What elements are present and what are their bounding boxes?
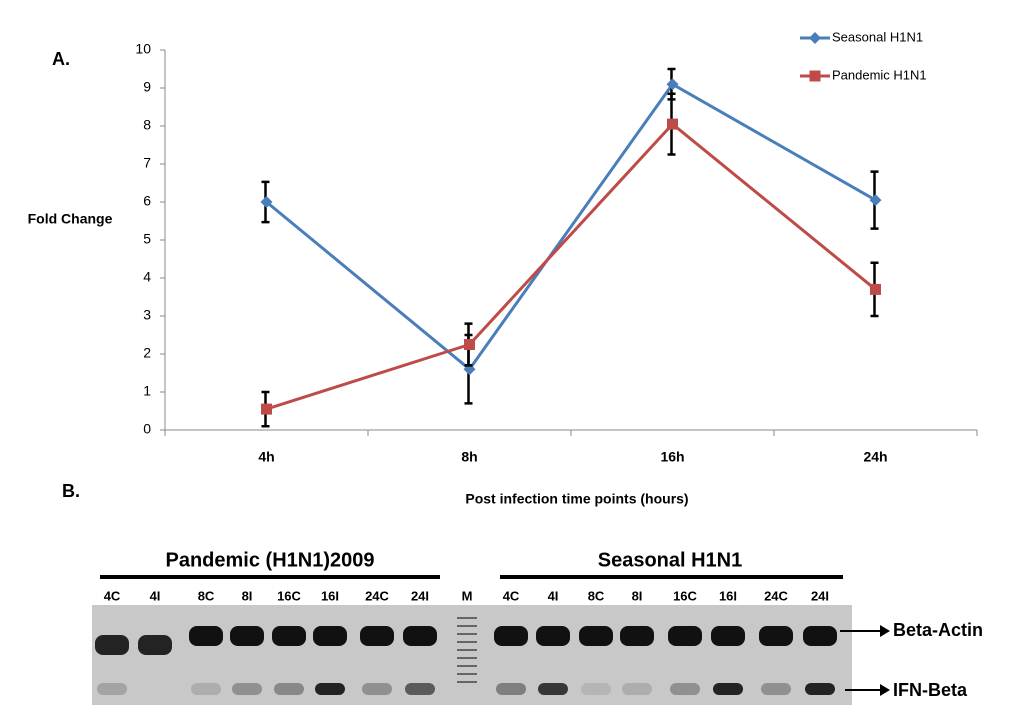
legend-label: Seasonal H1N1 <box>832 29 923 44</box>
lane-label: 24C <box>365 588 389 603</box>
lane-label: 24C <box>764 588 788 603</box>
lane-label: 16I <box>719 588 737 603</box>
arrow-head <box>880 625 890 637</box>
y-axis-label: Fold Change <box>28 211 113 227</box>
gel-band <box>711 626 745 646</box>
lane-label: 8I <box>632 588 643 603</box>
gel-band <box>581 683 611 695</box>
gel-band <box>670 683 700 695</box>
x-tick-label: 8h <box>461 449 477 465</box>
gel-band <box>274 683 304 695</box>
y-tick-label: 8 <box>143 117 151 133</box>
y-tick-label: 4 <box>143 269 151 285</box>
y-tick-label: 7 <box>143 155 151 171</box>
y-tick-label: 0 <box>143 421 151 437</box>
lane-label: 8I <box>242 588 253 603</box>
lane-label: 4I <box>548 588 559 603</box>
gel-band <box>496 683 526 695</box>
group-bar <box>500 575 843 579</box>
marker <box>260 196 273 208</box>
gel-band <box>405 683 435 695</box>
lane-label: 16I <box>321 588 339 603</box>
marker <box>809 32 821 44</box>
gel-band <box>138 635 172 655</box>
gel-band <box>803 626 837 646</box>
x-tick-label: 4h <box>258 449 274 465</box>
legend-label: Pandemic H1N1 <box>832 67 927 82</box>
lane-label: 24I <box>411 588 429 603</box>
gel-band <box>538 683 568 695</box>
lane-label: 4I <box>150 588 161 603</box>
marker <box>261 403 272 415</box>
gel-band <box>95 635 129 655</box>
y-tick-label: 10 <box>135 41 151 57</box>
lane-label: 4C <box>104 588 121 603</box>
gel-band <box>713 683 743 695</box>
series-line <box>265 82 877 372</box>
marker <box>809 70 821 82</box>
lane-label: 8C <box>198 588 215 603</box>
lane-label: 4C <box>503 588 520 603</box>
band-label: Beta-Actin <box>893 620 983 640</box>
panel-label: A. <box>52 49 70 69</box>
marker <box>869 194 882 207</box>
gel-band <box>189 626 223 646</box>
x-tick-label: 24h <box>863 449 887 465</box>
gel-band <box>230 626 264 646</box>
gel-band <box>494 626 528 646</box>
lane-label: 8C <box>588 588 605 603</box>
gel-band <box>403 626 437 646</box>
y-tick-label: 9 <box>143 79 151 95</box>
series-line <box>266 122 877 411</box>
gel-band <box>536 626 570 646</box>
gel-band <box>622 683 652 695</box>
lane-label: M <box>462 588 473 603</box>
marker <box>667 118 678 130</box>
gel-band <box>360 626 394 646</box>
marker <box>870 283 881 295</box>
x-axis-label: Post infection time points (hours) <box>465 491 688 507</box>
gel-band <box>272 626 306 646</box>
band-label: IFN-Beta <box>893 680 968 700</box>
lane-label: 16C <box>673 588 697 603</box>
marker <box>666 78 679 91</box>
gel-band <box>97 683 127 695</box>
gel-group: Seasonal H1N1 <box>598 549 743 571</box>
arrow-head <box>880 684 890 696</box>
y-tick-label: 6 <box>143 193 151 209</box>
y-tick-label: 3 <box>143 307 151 323</box>
y-tick-label: 2 <box>143 345 151 361</box>
gel-band <box>579 626 613 646</box>
y-tick-label: 1 <box>143 383 151 399</box>
gel-band <box>313 626 347 646</box>
lane-label: 16C <box>277 588 301 603</box>
gel-band <box>191 683 221 695</box>
lane-label: 24I <box>811 588 829 603</box>
gel-band <box>362 683 392 695</box>
gel-band <box>668 626 702 646</box>
x-tick-label: 16h <box>660 449 684 465</box>
gel-band <box>761 683 791 695</box>
gel-band <box>232 683 262 695</box>
y-tick-label: 5 <box>143 231 151 247</box>
gel-band <box>620 626 654 646</box>
gel-band <box>805 683 835 695</box>
group-bar <box>100 575 440 579</box>
gel-group: Pandemic (H1N1)2009 <box>166 549 375 571</box>
gel-band <box>759 626 793 646</box>
marker <box>464 339 475 350</box>
panel-label: B. <box>62 481 80 501</box>
gel-band <box>315 683 345 695</box>
